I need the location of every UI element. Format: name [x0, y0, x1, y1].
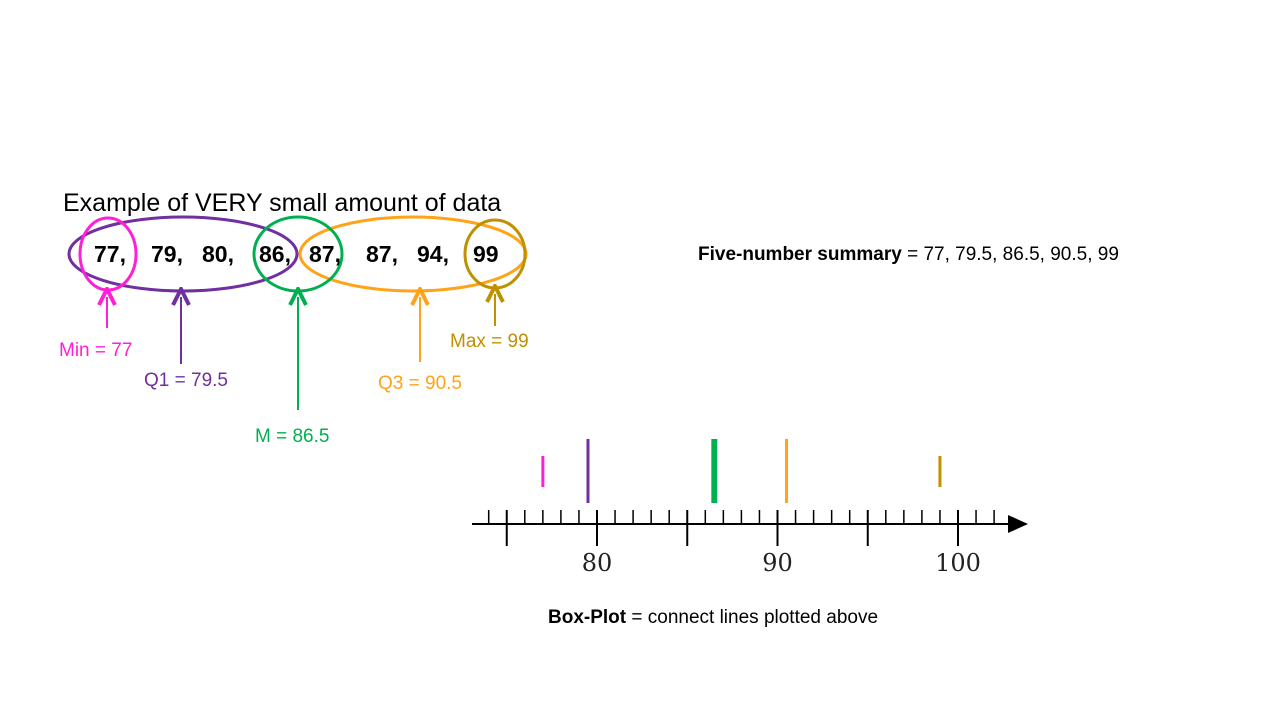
summary-values: = 77, 79.5, 86.5, 90.5, 99 — [901, 244, 1119, 265]
page-title: Example of VERY small amount of data — [63, 189, 502, 217]
data-value: 77, — [94, 241, 126, 267]
q1-label: Q1 = 79.5 — [144, 370, 228, 391]
axis-arrow-icon — [1008, 515, 1028, 533]
five-number-summary: Five-number summary = 77, 79.5, 86.5, 90… — [698, 243, 1119, 267]
min-label: Min = 77 — [59, 340, 133, 361]
q3-label: Q3 = 90.5 — [378, 373, 462, 394]
max-label: Max = 99 — [450, 331, 529, 352]
summary-label: Five-number summary — [698, 244, 902, 265]
box-plot-caption: Box-Plot = connect lines plotted above — [548, 606, 878, 630]
median-label: M = 86.5 — [255, 426, 330, 447]
caption-text: = connect lines plotted above — [626, 607, 879, 628]
tick-label: 100 — [935, 549, 981, 577]
data-value: 94, — [417, 241, 449, 267]
data-value: 87, — [309, 241, 341, 267]
data-value: 79, — [151, 241, 183, 267]
tick-label: 90 — [762, 549, 793, 577]
data-value: 87, — [366, 241, 398, 267]
data-value: 99 — [473, 241, 499, 267]
caption-label: Box-Plot — [548, 607, 627, 628]
data-value: 80, — [202, 241, 234, 267]
tick-label: 80 — [582, 549, 613, 577]
data-value: 86, — [259, 241, 291, 267]
